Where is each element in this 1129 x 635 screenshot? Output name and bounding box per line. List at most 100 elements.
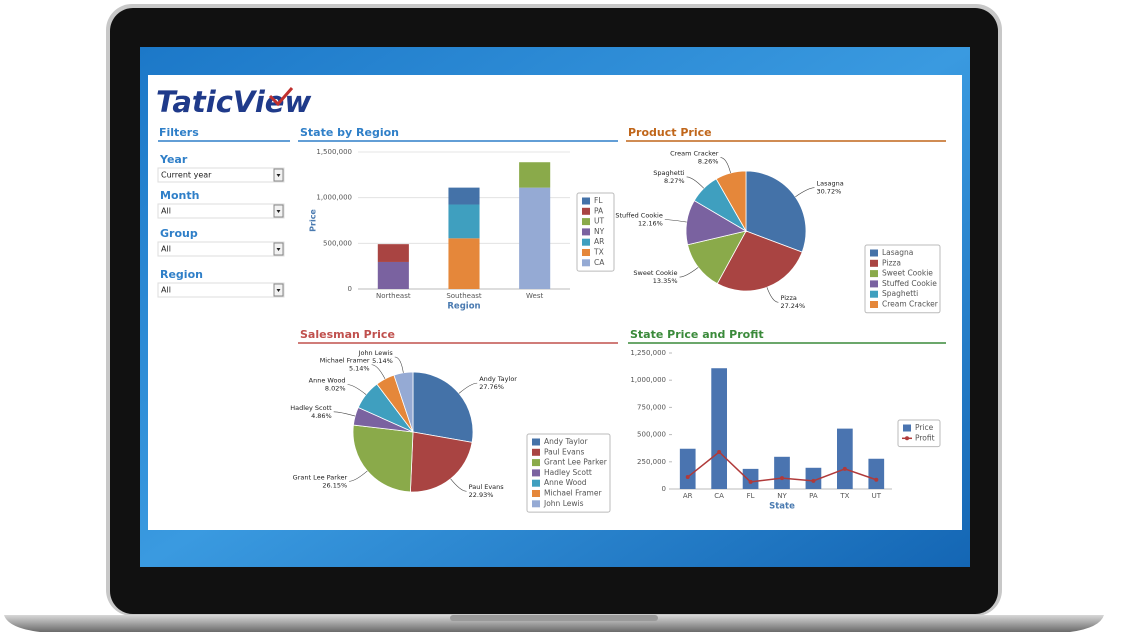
slice-value: 8.26%	[698, 158, 719, 166]
slice-value: 5.14%	[349, 365, 370, 373]
line-marker	[811, 478, 816, 483]
filter-dropdown[interactable]	[157, 282, 285, 298]
slice-value: 4.86%	[311, 412, 332, 420]
slice-label: John Lewis	[358, 349, 394, 357]
filter-value: All	[161, 245, 171, 254]
y-tick-label: 500,000	[323, 239, 352, 247]
legend-swatch	[582, 218, 590, 226]
filter-value: All	[161, 286, 171, 295]
pie-slice	[352, 424, 414, 493]
slice-label: Lasagna	[816, 180, 843, 188]
leader-line	[766, 287, 779, 303]
legend-label: FL	[594, 196, 603, 205]
legend-swatch	[582, 238, 590, 246]
filter-value: All	[161, 207, 171, 216]
pie-slice	[715, 170, 747, 233]
slice-label: Pizza	[780, 294, 796, 302]
pie-slice	[393, 371, 414, 433]
x-axis-title: Region	[447, 302, 480, 312]
x-tick-label: FL	[747, 492, 755, 500]
legend-swatch	[532, 469, 540, 477]
filter-label: Group	[160, 227, 198, 240]
bar	[774, 456, 790, 489]
dropdown-arrow	[276, 174, 281, 177]
filter-label: Year	[159, 153, 188, 166]
bar-segment	[448, 204, 480, 239]
legend-swatch	[582, 207, 590, 215]
slice-label: Andy Taylor	[479, 375, 517, 383]
slice-label: Hadley Scott	[290, 404, 332, 412]
laptop-notch	[450, 615, 658, 621]
legend-swatch	[582, 228, 590, 236]
x-tick-label: NY	[777, 492, 787, 500]
slice-label: Michael Framer	[320, 357, 370, 365]
legend-label: Paul Evans	[544, 447, 585, 456]
x-tick-label: AR	[683, 492, 693, 500]
legend-box	[864, 244, 941, 314]
logo: TaticView	[156, 85, 311, 119]
legend-swatch	[870, 259, 878, 267]
legend-swatch	[532, 479, 540, 487]
legend-label: Sweet Cookie	[882, 269, 933, 278]
filter-dropdown[interactable]	[157, 203, 285, 219]
slice-value: 30.72%	[816, 188, 841, 196]
leader-line	[679, 267, 699, 278]
leader-line	[795, 187, 815, 198]
y-tick-label: 500,000	[637, 431, 666, 439]
x-tick-label: TX	[839, 492, 849, 500]
y-tick-label: 0	[662, 485, 666, 493]
legend-label: Hadley Scott	[544, 468, 592, 477]
bar-segment	[519, 187, 551, 289]
legend-swatch	[532, 438, 540, 446]
legend-swatch	[582, 249, 590, 256]
legend-swatch	[870, 301, 878, 308]
slice-value: 13.35%	[653, 277, 678, 285]
filter-dropdown[interactable]	[157, 167, 285, 183]
leader-line	[371, 364, 386, 380]
bar-segment	[519, 162, 551, 188]
dropdown-arrow	[276, 248, 281, 251]
slice-value: 27.24%	[780, 302, 805, 310]
legend-label: Pizza	[882, 258, 901, 267]
legend-label: Stuffed Cookie	[882, 279, 937, 288]
dropdown-arrow	[276, 289, 281, 292]
x-axis-title: State	[769, 502, 795, 512]
legend-label: AR	[594, 237, 604, 246]
bar-segment	[448, 187, 480, 205]
slice-value: 26.15%	[322, 481, 347, 489]
legend-label: Price	[915, 423, 934, 432]
slice-value: 27.76%	[479, 383, 504, 391]
charts: State by Region 0 500,000 1,000,000 1,500,00…	[290, 126, 946, 513]
x-tick-label: Northeast	[376, 292, 411, 300]
legend-label: Lasagna	[882, 248, 913, 257]
legend-box	[526, 433, 611, 513]
x-tick-label: CA	[714, 492, 724, 500]
legend-swatch	[870, 290, 878, 298]
bar	[868, 458, 885, 489]
filter-dropdown[interactable]	[157, 241, 285, 257]
legend-swatch	[532, 500, 540, 508]
legend-label: Anne Wood	[544, 478, 587, 487]
legend-label: Spaghetti	[882, 289, 918, 298]
legend-label: Cream Cracker	[882, 300, 939, 309]
slice-label: Sweet Cookie	[633, 269, 677, 277]
y-tick-label: 250,000	[637, 458, 666, 466]
slice-label: Paul Evans	[469, 483, 505, 491]
legend-label: UT	[594, 217, 604, 226]
leader-line	[333, 411, 356, 417]
filter-value: Current year	[161, 171, 212, 180]
x-tick-label: West	[526, 292, 543, 300]
y-tick-label: 1,000,000	[630, 376, 666, 384]
legend-label: Grant Lee Parker	[544, 458, 608, 467]
legend-label: Michael Framer	[544, 489, 602, 498]
line-marker	[874, 477, 879, 482]
legend-label: NY	[594, 227, 605, 236]
slice-label: Spaghetti	[653, 169, 685, 177]
leader-line	[686, 176, 705, 189]
x-tick-label: Southeast	[446, 292, 482, 300]
leader-line	[458, 382, 478, 394]
legend-label: John Lewis	[543, 499, 584, 508]
line-marker	[780, 476, 784, 481]
slice-value: 8.02%	[325, 385, 346, 393]
leader-line	[664, 219, 687, 223]
